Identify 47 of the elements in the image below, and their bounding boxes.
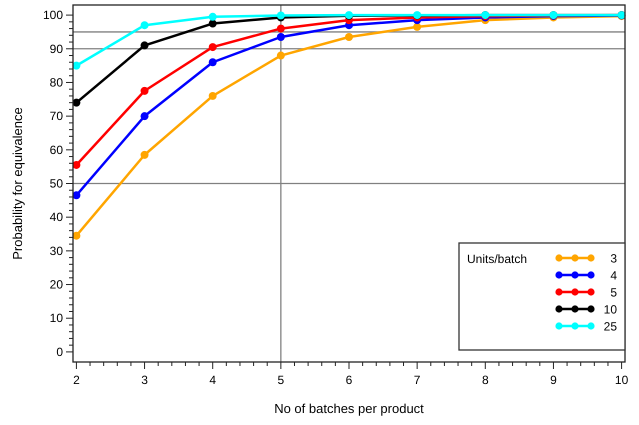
point	[72, 191, 80, 200]
point	[208, 58, 217, 66]
x-tick-label: 6	[346, 373, 353, 387]
y-tick-label: 20	[50, 278, 64, 292]
point	[72, 62, 80, 70]
legend-title: Units/batch	[467, 252, 528, 266]
y-tick-label: 50	[50, 176, 64, 190]
point	[276, 52, 285, 60]
point	[208, 43, 217, 52]
x-tick-label: 4	[209, 373, 216, 387]
y-tick-label: 0	[56, 344, 64, 359]
legend-label: 25	[604, 320, 618, 334]
legend-label: 4	[610, 268, 618, 282]
y-tick-label: 100	[42, 8, 64, 22]
x-tick-label: 5	[278, 373, 285, 387]
x-tick-label: 2	[73, 373, 80, 387]
x-tick-label: 8	[482, 373, 489, 387]
point	[140, 41, 149, 50]
point	[276, 33, 285, 41]
x-axis-title: No of batches per product	[274, 401, 424, 416]
point	[413, 22, 422, 31]
y-axis-title: Probability for equivalence	[10, 107, 25, 260]
point	[72, 232, 80, 240]
x-tick-label: 7	[414, 373, 421, 387]
legend-label: 5	[610, 286, 618, 300]
y-tick-label: 40	[50, 210, 64, 224]
y-tick-label: 60	[50, 142, 64, 157]
y-tick-label: 90	[50, 42, 64, 56]
y-tick-label: 10	[50, 311, 64, 326]
point	[140, 86, 149, 95]
point	[208, 20, 217, 28]
legend-label: 10	[604, 302, 618, 316]
point	[208, 92, 217, 100]
point	[140, 150, 149, 159]
point	[276, 24, 285, 33]
point	[72, 160, 80, 169]
y-tick-label: 70	[50, 109, 64, 124]
y-tick-label: 80	[50, 75, 64, 90]
point	[140, 112, 149, 120]
legend-label: 3	[610, 252, 618, 266]
point	[345, 33, 353, 41]
point	[140, 21, 149, 30]
x-tick-label: 10	[614, 373, 629, 387]
x-tick-label: 3	[141, 373, 148, 387]
x-tick-label: 9	[550, 373, 558, 387]
y-tick-label: 30	[50, 244, 64, 258]
point	[208, 12, 217, 21]
